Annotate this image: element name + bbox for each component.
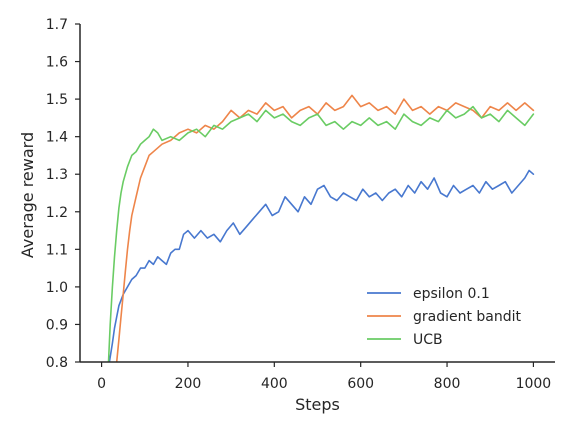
y-tick-label: 1.6 [46, 55, 68, 71]
y-tick-label: 1.2 [46, 205, 68, 221]
x-tick-label: 400 [261, 376, 288, 392]
y-tick-label: 1.1 [46, 242, 68, 258]
y-tick-label: 1.4 [46, 130, 68, 146]
x-tick-label: 0 [97, 376, 106, 392]
y-tick-label: 1.0 [46, 280, 68, 296]
x-tick-label: 800 [434, 376, 461, 392]
y-tick-label: 1.7 [46, 17, 68, 33]
legend-label-1: gradient bandit [413, 309, 522, 325]
y-tick-label: 0.9 [46, 317, 68, 333]
y-axis-label: Average reward [18, 132, 37, 258]
y-tick-label: 0.8 [46, 355, 68, 371]
series-line-0 [108, 169, 535, 362]
y-tick-label: 1.5 [46, 92, 68, 108]
series-line-1 [115, 94, 535, 362]
plot-lines [107, 94, 535, 362]
x-tick-label: 200 [175, 376, 202, 392]
x-ticks: 0 200 400 600 800 1000 [97, 362, 551, 392]
x-axis-label: Steps [295, 395, 340, 414]
x-tick-label: 600 [347, 376, 374, 392]
y-tick-label: 1.3 [46, 167, 68, 183]
legend-label-0: epsilon 0.1 [413, 286, 490, 302]
legend-label-2: UCB [413, 332, 443, 348]
y-ticks: 0.8 0.9 1.0 1.1 1.2 1.3 1.4 1.5 1.6 1.7 [46, 17, 80, 371]
x-tick-label: 1000 [516, 376, 552, 392]
series-line-2 [107, 105, 535, 362]
legend: epsilon 0.1 gradient bandit UCB [367, 286, 522, 348]
